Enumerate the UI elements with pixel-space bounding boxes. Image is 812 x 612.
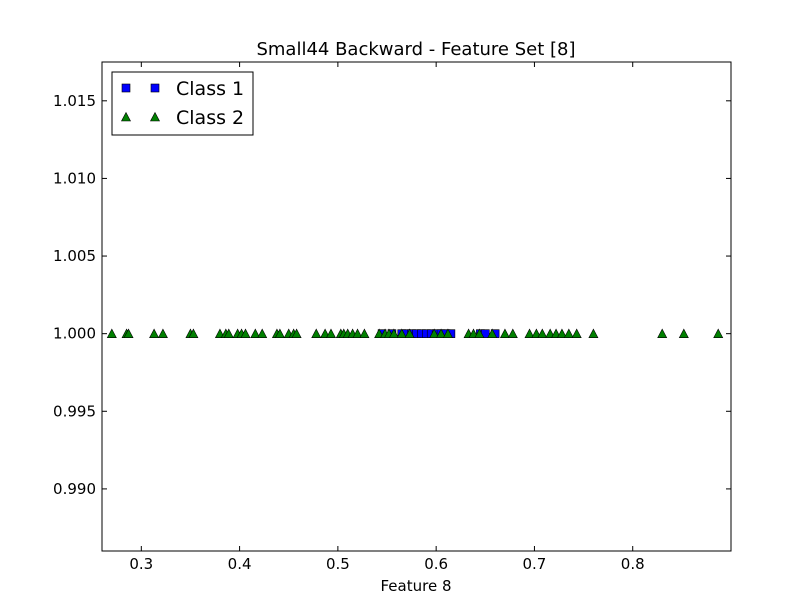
class-2-point bbox=[507, 328, 518, 338]
class-2-point bbox=[571, 328, 582, 338]
x-tick-label: 0.3 bbox=[129, 555, 153, 573]
class-2-point bbox=[388, 328, 399, 338]
class-2-point bbox=[106, 328, 117, 338]
legend-class-1-label: Class 1 bbox=[176, 78, 244, 100]
class-2-point bbox=[291, 328, 302, 338]
class-2-point bbox=[678, 328, 689, 338]
class-2-point bbox=[311, 328, 322, 338]
class-2-point bbox=[474, 328, 485, 338]
class-2-point bbox=[524, 328, 535, 338]
class-2-point bbox=[537, 328, 548, 338]
class-2-point bbox=[250, 328, 261, 338]
class-2-point bbox=[713, 328, 724, 338]
legend-frame bbox=[111, 71, 254, 136]
class-2-point bbox=[563, 328, 574, 338]
data-markers bbox=[106, 328, 724, 338]
class-2-point bbox=[223, 328, 234, 338]
plot-frame bbox=[101, 61, 732, 552]
class-2-point bbox=[588, 328, 599, 338]
class-2-point bbox=[429, 328, 440, 338]
class-2-point bbox=[499, 328, 510, 338]
axis-ticks: 0.3 0.4 0.5 0.6 0.7 0.8 0.990 0.995 1.000 1.005 1.… bbox=[53, 62, 731, 573]
x-tick-label: 0.4 bbox=[228, 555, 252, 573]
x-tick-label: 0.5 bbox=[326, 555, 350, 573]
legend: Class 1 Class 2 bbox=[111, 71, 254, 136]
legend-class-1-marker bbox=[150, 83, 160, 93]
x-axis-label: Feature 8 bbox=[381, 577, 452, 595]
class-2-point bbox=[157, 328, 168, 338]
class-2-point bbox=[257, 328, 268, 338]
class-2-point bbox=[325, 328, 336, 338]
legend-class-2-label: Class 2 bbox=[176, 107, 244, 129]
y-tick-label: 1.000 bbox=[53, 325, 96, 343]
class-2-point bbox=[442, 328, 453, 338]
legend-class-1-marker bbox=[121, 83, 131, 93]
y-tick-label: 0.990 bbox=[53, 480, 96, 498]
y-tick-label: 1.005 bbox=[53, 247, 96, 265]
class-2-point bbox=[657, 328, 668, 338]
class-2-point bbox=[240, 328, 251, 338]
y-tick-label: 1.010 bbox=[53, 169, 96, 187]
y-tick-label: 1.015 bbox=[53, 92, 96, 110]
class-2-point bbox=[487, 328, 498, 338]
class-2-point bbox=[556, 328, 567, 338]
class-2-point bbox=[396, 328, 407, 338]
x-tick-label: 0.6 bbox=[424, 555, 448, 573]
class-2-point bbox=[188, 328, 199, 338]
class-2-point bbox=[274, 328, 285, 338]
x-tick-label: 0.7 bbox=[523, 555, 547, 573]
class-2-point bbox=[436, 328, 447, 338]
y-tick-label: 0.995 bbox=[53, 402, 96, 420]
x-tick-label: 0.8 bbox=[621, 555, 645, 573]
class-2-point bbox=[352, 328, 363, 338]
chart-title: Small44 Backward - Feature Set [8] bbox=[256, 39, 575, 60]
class-2-point bbox=[404, 328, 415, 338]
legend-class-2-marker bbox=[150, 111, 160, 122]
class-2-point bbox=[149, 328, 160, 338]
class-2-point bbox=[123, 328, 134, 338]
legend-class-2-marker bbox=[121, 111, 131, 122]
class-2-point bbox=[359, 328, 370, 338]
